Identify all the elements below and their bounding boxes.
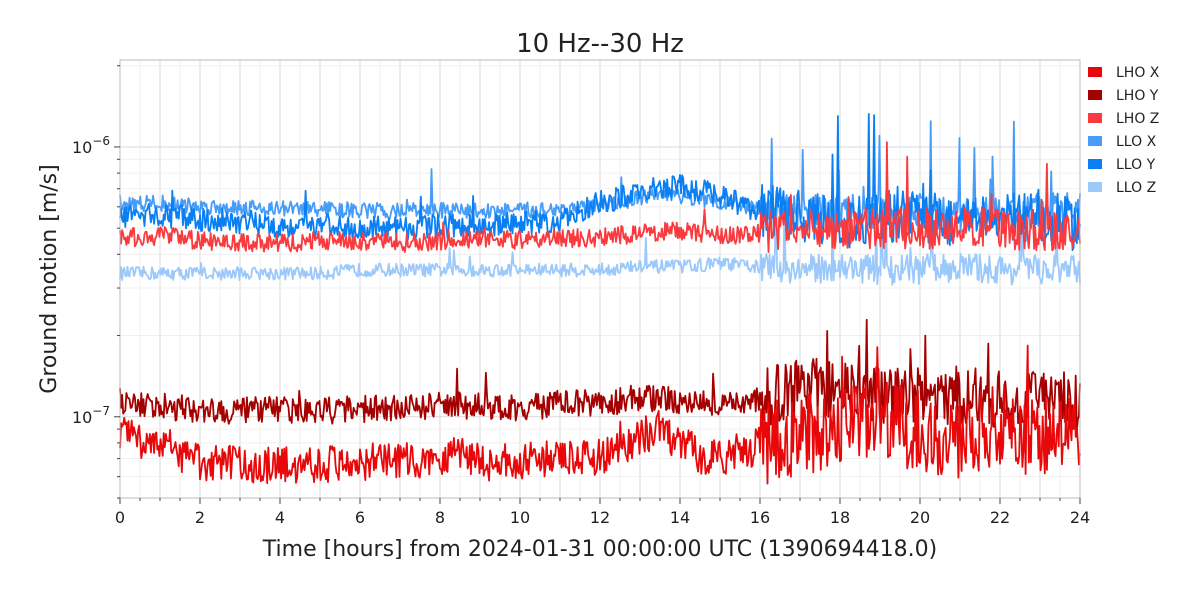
x-tick-label: 20 xyxy=(910,508,930,527)
x-tick-label: 0 xyxy=(115,508,125,527)
x-tick-label: 14 xyxy=(670,508,690,527)
legend-swatch xyxy=(1088,90,1102,100)
legend-label: LHO Z xyxy=(1116,111,1159,127)
x-tick-label: 24 xyxy=(1070,508,1090,527)
y-tick-label: 10−6 xyxy=(72,134,110,157)
x-tick-label: 6 xyxy=(355,508,365,527)
x-tick-label: 22 xyxy=(990,508,1010,527)
legend-swatch xyxy=(1088,182,1102,192)
series-layer xyxy=(119,113,1081,485)
y-axis: 10−7 10−6 xyxy=(72,65,120,499)
series-line-lho-x xyxy=(119,344,1081,485)
x-tick-label: 4 xyxy=(275,508,285,527)
legend-label: LLO X xyxy=(1116,134,1157,150)
legend-swatch xyxy=(1088,136,1102,146)
x-tick-label: 10 xyxy=(510,508,530,527)
legend-label: LLO Z xyxy=(1116,180,1156,196)
x-axis-label: Time [hours] from 2024-01-31 00:00:00 UT… xyxy=(262,537,937,562)
series-line-lho-y xyxy=(119,318,1081,432)
legend-label: LHO X xyxy=(1116,65,1160,81)
x-tick-label: 8 xyxy=(435,508,445,527)
x-tick-label: 12 xyxy=(590,508,610,527)
legend-label: LHO Y xyxy=(1116,88,1159,104)
legend-swatch xyxy=(1088,113,1102,123)
y-tick-label: 10−7 xyxy=(72,404,110,427)
legend: LHO X LHO Y LHO Z LLO X LLO Y LLO Z xyxy=(1088,65,1160,196)
legend-swatch xyxy=(1088,159,1102,169)
series-line-llo-z xyxy=(119,190,1081,286)
series-line-lho-z xyxy=(119,141,1081,253)
x-tick-label: 18 xyxy=(830,508,850,527)
x-axis: 0 2 4 6 8 10 12 14 16 18 20 22 24 xyxy=(115,498,1090,527)
y-axis-label: Ground motion [m/s] xyxy=(37,164,62,393)
legend-swatch xyxy=(1088,67,1102,77)
x-tick-label: 2 xyxy=(195,508,205,527)
chart-title: 10 Hz--30 Hz xyxy=(516,29,684,59)
legend-label: LLO Y xyxy=(1116,157,1156,173)
x-tick-label: 16 xyxy=(750,508,770,527)
